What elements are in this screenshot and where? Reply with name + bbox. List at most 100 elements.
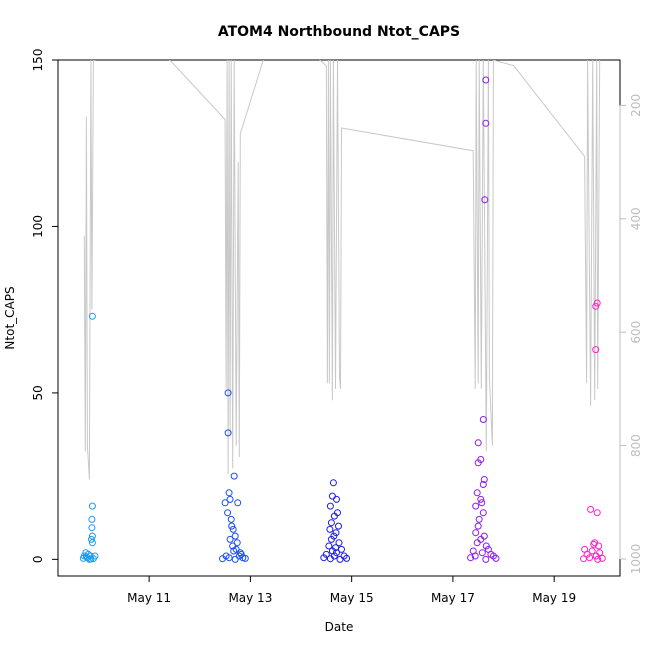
y-tick-label: 150 xyxy=(31,49,45,72)
data-point xyxy=(580,555,587,563)
data-point xyxy=(474,522,482,530)
data-point xyxy=(224,389,232,397)
data-point xyxy=(482,119,490,127)
data-point xyxy=(592,346,600,354)
data-point xyxy=(467,554,475,562)
chart-title: ATOM4 Northbound Ntot_CAPS xyxy=(218,24,460,40)
data-point xyxy=(332,529,340,537)
data-point xyxy=(473,539,481,547)
data-point xyxy=(592,552,600,560)
data-point xyxy=(480,532,488,540)
data-point xyxy=(88,502,96,510)
data-point xyxy=(327,535,335,543)
data-point xyxy=(87,535,95,543)
data-point xyxy=(478,499,486,507)
data-point xyxy=(478,549,486,557)
data-point xyxy=(230,547,238,555)
y-axis-secondary: 200 400 600 800 1000 xyxy=(619,94,643,575)
data-point xyxy=(482,542,490,550)
y2-tick-label: 200 xyxy=(629,94,643,117)
data-point xyxy=(88,515,96,523)
data-point xyxy=(235,552,243,560)
data-point xyxy=(88,539,96,547)
data-point xyxy=(594,555,602,563)
data-point xyxy=(471,552,479,560)
x-tick-label: May 15 xyxy=(330,591,374,605)
data-point xyxy=(598,554,606,562)
data-point xyxy=(224,429,232,437)
data-point xyxy=(330,512,338,520)
data-point xyxy=(330,552,338,560)
data-point xyxy=(226,535,234,543)
data-point xyxy=(326,502,334,510)
y2-tick-label: 1000 xyxy=(629,544,643,575)
data-point xyxy=(477,495,485,503)
data-point xyxy=(587,505,595,513)
data-point xyxy=(492,554,500,562)
y-tick-label: 50 xyxy=(31,385,45,400)
data-point xyxy=(237,550,245,558)
data-point xyxy=(327,519,335,527)
data-point xyxy=(333,495,340,503)
data-point xyxy=(480,476,488,483)
data-point xyxy=(225,489,233,497)
data-point xyxy=(335,539,343,547)
x-tick-label: May 13 xyxy=(228,591,272,605)
data-point xyxy=(234,499,242,507)
data-point xyxy=(593,509,601,517)
data-point xyxy=(224,509,232,517)
data-point xyxy=(590,540,598,548)
scatter-points xyxy=(79,76,606,563)
secondary-line-series xyxy=(83,60,601,480)
x-axis-label: Date xyxy=(325,620,354,634)
data-point xyxy=(326,525,334,533)
data-point xyxy=(482,555,490,563)
data-point xyxy=(231,555,239,563)
data-point xyxy=(474,439,482,447)
data-point xyxy=(88,524,96,532)
data-point xyxy=(241,554,249,562)
data-point xyxy=(335,522,342,530)
data-point xyxy=(228,522,236,530)
x-axis: May 11 May 13 May 15 May 17 May 19 xyxy=(127,576,576,605)
data-point xyxy=(88,532,96,540)
data-point xyxy=(475,515,483,523)
data-point xyxy=(230,472,238,480)
data-point xyxy=(87,555,95,563)
x-tick-label: May 17 xyxy=(431,591,475,605)
data-point xyxy=(595,542,603,550)
data-point xyxy=(329,479,337,487)
data-point xyxy=(482,76,490,84)
data-point xyxy=(227,515,235,523)
data-point xyxy=(88,312,96,320)
data-point xyxy=(479,416,487,423)
y-axis: 0 50 100 150 xyxy=(31,49,58,564)
data-point xyxy=(596,549,604,557)
data-point xyxy=(338,545,345,553)
data-point xyxy=(233,539,241,547)
data-point xyxy=(593,299,601,307)
y2-tick-label: 800 xyxy=(629,434,643,457)
data-point xyxy=(472,502,480,510)
data-point xyxy=(588,547,596,555)
data-point xyxy=(225,554,233,562)
x-tick-label: May 19 xyxy=(532,591,576,605)
data-point xyxy=(592,302,600,310)
data-point xyxy=(477,535,485,543)
data-point xyxy=(481,196,489,204)
data-point xyxy=(231,532,239,540)
x-tick-label: May 11 xyxy=(127,591,171,605)
data-point xyxy=(219,555,226,563)
data-point xyxy=(343,554,351,562)
data-point xyxy=(221,499,229,507)
data-point xyxy=(328,492,336,500)
data-point xyxy=(325,542,333,550)
data-point xyxy=(229,525,237,533)
y-tick-label: 0 xyxy=(31,556,45,564)
data-point xyxy=(226,495,234,503)
y2-tick-label: 400 xyxy=(629,207,643,230)
data-point xyxy=(479,481,487,488)
y-tick-label: 100 xyxy=(31,215,45,238)
y2-tick-label: 600 xyxy=(629,321,643,344)
